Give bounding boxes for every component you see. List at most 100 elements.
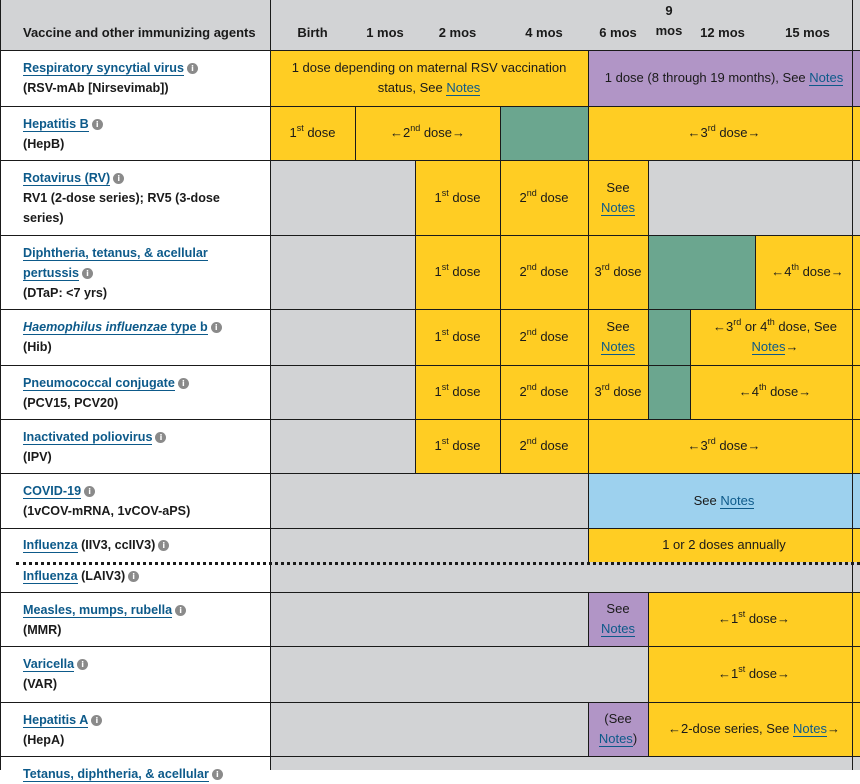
cell-divider bbox=[415, 160, 416, 235]
cell-divider bbox=[588, 592, 589, 646]
dose-word: dose bbox=[448, 329, 481, 344]
vaccine-name-cell: Respiratory syncytial virus i (RSV-mAb [Ni… bbox=[0, 50, 270, 106]
notes-link[interactable]: Notes bbox=[601, 199, 635, 216]
info-icon[interactable]: i bbox=[187, 63, 198, 74]
dose-ordinal: st bbox=[296, 123, 304, 133]
vaccine-name-link[interactable]: Tetanus, diphtheria, & acellular bbox=[23, 767, 209, 782]
cell-divider bbox=[648, 646, 649, 702]
dose-label: 1st dose bbox=[434, 382, 480, 402]
row-divider bbox=[0, 365, 860, 366]
dose-word: dose bbox=[448, 438, 481, 453]
header-vaccine-column: Vaccine and other immunizing agents bbox=[0, 0, 270, 50]
dose-word: dose→ bbox=[745, 611, 791, 626]
info-icon[interactable]: i bbox=[158, 540, 170, 551]
cell-divider bbox=[588, 473, 589, 528]
info-icon[interactable]: i bbox=[91, 119, 103, 130]
schedule-cell-gray bbox=[270, 756, 860, 770]
dose-ordinal: st bbox=[738, 609, 746, 619]
info-icon[interactable]: i bbox=[175, 605, 187, 616]
dose-label: 1st dose bbox=[434, 188, 480, 208]
cell-text: 1 or 2 doses annually bbox=[662, 535, 786, 555]
table-right-border bbox=[852, 0, 853, 770]
schedule-cell-yellow: 1 or 2 doses annually bbox=[588, 528, 860, 562]
notes-link[interactable]: Notes bbox=[809, 70, 844, 86]
vaccine-name-link[interactable]: Influenza bbox=[23, 538, 78, 553]
vaccine-name-link[interactable]: Respiratory syncytial virus bbox=[23, 61, 184, 76]
vaccine-name-link[interactable]: Haemophilus influenzae type b bbox=[23, 320, 208, 335]
cell-divider bbox=[415, 309, 416, 365]
dose-number: 2 bbox=[519, 384, 527, 399]
notes-link[interactable]: Notes bbox=[751, 339, 786, 355]
vaccine-name-link[interactable]: Rotavirus (RV) bbox=[23, 171, 111, 186]
cell-divider bbox=[415, 419, 416, 473]
vaccine-name-link[interactable]: Varicella bbox=[23, 657, 75, 672]
cell-text-body: See bbox=[606, 179, 630, 195]
row-divider bbox=[0, 473, 860, 474]
dose-number: 3 bbox=[726, 319, 734, 334]
info-icon[interactable]: i bbox=[210, 322, 222, 333]
dose-ordinal: nd bbox=[526, 187, 537, 198]
notes-link[interactable]: Notes bbox=[598, 731, 633, 747]
dose-word: dose bbox=[536, 438, 569, 453]
info-icon[interactable]: i bbox=[155, 432, 167, 443]
cell-divider bbox=[588, 365, 589, 419]
dose-label: 1st dose bbox=[434, 262, 480, 282]
dose-number: 1 bbox=[730, 611, 739, 626]
dose-ordinal: st bbox=[441, 187, 449, 198]
vaccine-name-link[interactable]: COVID-19 bbox=[23, 484, 82, 499]
schedule-cell-gray bbox=[270, 592, 588, 646]
header-age-5: 9 mos bbox=[648, 0, 690, 50]
notes-link[interactable]: Notes bbox=[601, 339, 635, 355]
schedule-cell-yellow: ←1st dose→ bbox=[648, 646, 860, 702]
cell-divider bbox=[588, 309, 589, 365]
info-icon[interactable]: i bbox=[77, 659, 89, 670]
schedule-cell-green bbox=[648, 365, 690, 419]
schedule-cell-yellow: 3rd dose bbox=[588, 235, 648, 309]
header-age-6: 12 mos bbox=[690, 0, 755, 50]
vaccine-name-link[interactable]: Measles, mumps, rubella bbox=[23, 603, 173, 618]
cell-text: 1 dose (8 through 19 months), See Notes bbox=[605, 68, 844, 88]
schedule-cell-yellow: See Notes bbox=[588, 309, 648, 365]
cell-divider bbox=[500, 419, 501, 473]
cell-divider bbox=[588, 419, 589, 473]
cell-divider bbox=[648, 702, 649, 756]
schedule-cell-yellow: ←3rd dose→ bbox=[588, 419, 860, 473]
info-icon[interactable]: i bbox=[84, 486, 96, 497]
schedule-cell-yellow: ←4th dose→ bbox=[690, 365, 860, 419]
schedule-cell-gray bbox=[270, 702, 588, 756]
header-age-label: 4 mos bbox=[525, 25, 563, 40]
vaccine-name-link[interactable]: Inactivated poliovirus bbox=[23, 430, 153, 445]
cell-divider bbox=[755, 235, 756, 309]
schedule-cell-gray bbox=[270, 473, 588, 528]
cell-text: See Notes bbox=[594, 178, 642, 218]
info-icon[interactable]: i bbox=[128, 571, 140, 582]
header-age-2: 2 mos bbox=[415, 0, 500, 50]
notes-link[interactable]: Notes bbox=[446, 80, 481, 96]
vaccine-name-link[interactable]: Hepatitis A bbox=[23, 713, 89, 728]
notes-link[interactable]: Notes bbox=[601, 621, 635, 637]
vaccine-product-label: (PCV15, PCV20) bbox=[23, 396, 119, 410]
vaccine-name-link[interactable]: Hepatitis B bbox=[23, 117, 89, 132]
info-icon[interactable]: i bbox=[91, 715, 103, 726]
row-divider bbox=[0, 592, 860, 593]
notes-link[interactable]: Notes bbox=[793, 721, 827, 737]
notes-link[interactable]: Notes bbox=[720, 492, 755, 509]
vaccine-name-link[interactable]: Diphtheria, tetanus, & acellular pertuss… bbox=[23, 246, 208, 281]
dose-arrow-left: ← bbox=[771, 264, 785, 279]
info-icon[interactable]: i bbox=[177, 378, 189, 389]
vaccine-name-link[interactable]: Pneumococcal conjugate bbox=[23, 376, 175, 391]
header-vaccine-label: Vaccine and other immunizing agents bbox=[23, 25, 256, 40]
header-age-label: 1 mos bbox=[366, 25, 404, 40]
dose-label: ←4th dose→ bbox=[739, 382, 812, 402]
info-icon[interactable]: i bbox=[82, 268, 93, 279]
vaccine-name-cell: Diphtheria, tetanus, & acellular pertuss… bbox=[0, 235, 270, 309]
dose-ordinal: st bbox=[738, 664, 746, 674]
dose-label: 1st dose bbox=[434, 327, 480, 347]
vaccine-name-cell: Rotavirus (RV) i RV1 (2-dose series); RV5 … bbox=[0, 160, 270, 235]
vaccine-name-cell: Influenza (LAIV3) i bbox=[0, 562, 270, 592]
header-age-label: 15 mos bbox=[785, 25, 830, 40]
dose-label: ←2nd dose→ bbox=[390, 123, 465, 143]
info-icon[interactable]: i bbox=[113, 173, 125, 184]
info-icon[interactable]: i bbox=[211, 769, 223, 780]
vaccine-name-link[interactable]: Influenza bbox=[23, 569, 78, 584]
